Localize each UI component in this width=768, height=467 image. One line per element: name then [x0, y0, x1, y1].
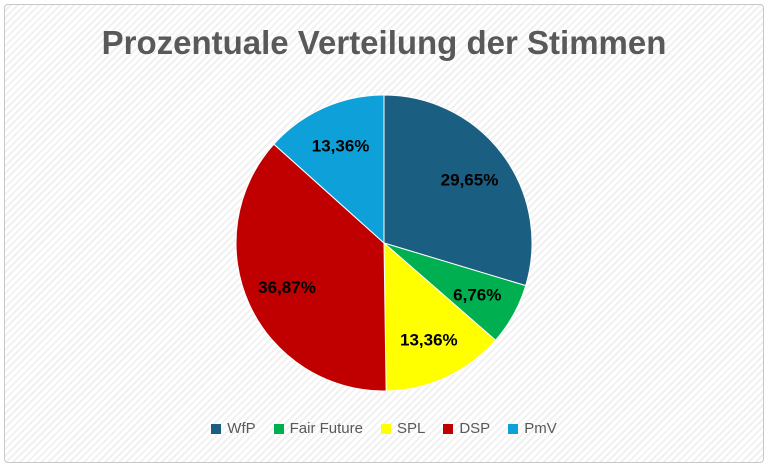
legend-item: SPL	[380, 420, 426, 437]
legend-label: DSP	[459, 420, 491, 437]
legend-label: WfP	[227, 420, 256, 437]
pie-slice-pmv	[273, 94, 385, 245]
chart-title: Prozentuale Verteilung der Stimmen	[101, 24, 667, 61]
legend-swatch	[273, 423, 284, 434]
legend-swatch	[211, 423, 222, 434]
data-label: 6,76%	[453, 286, 501, 305]
legend-item: PmV	[508, 420, 557, 437]
pie-slice-dsp	[235, 143, 387, 392]
legend-label: SPL	[396, 420, 426, 437]
legend-swatch	[380, 423, 391, 434]
legend-item: WfP	[211, 420, 256, 437]
data-label: 13,36%	[400, 331, 458, 350]
legend-item: DSP	[443, 420, 490, 437]
legend-label: Fair Future	[289, 420, 363, 437]
data-label: 13,36%	[312, 137, 370, 156]
data-label: 36,87%	[258, 278, 316, 297]
pie-slice-wfp	[383, 94, 533, 287]
legend-swatch	[443, 423, 454, 434]
legend: WfP Fair Future SPL DSP PmV	[0, 420, 768, 437]
legend-label: PmV	[524, 420, 557, 437]
data-label: 29,65%	[441, 170, 499, 189]
legend-swatch	[508, 423, 519, 434]
pie-slice-spl	[383, 241, 497, 392]
legend-item: Fair Future	[273, 420, 363, 437]
